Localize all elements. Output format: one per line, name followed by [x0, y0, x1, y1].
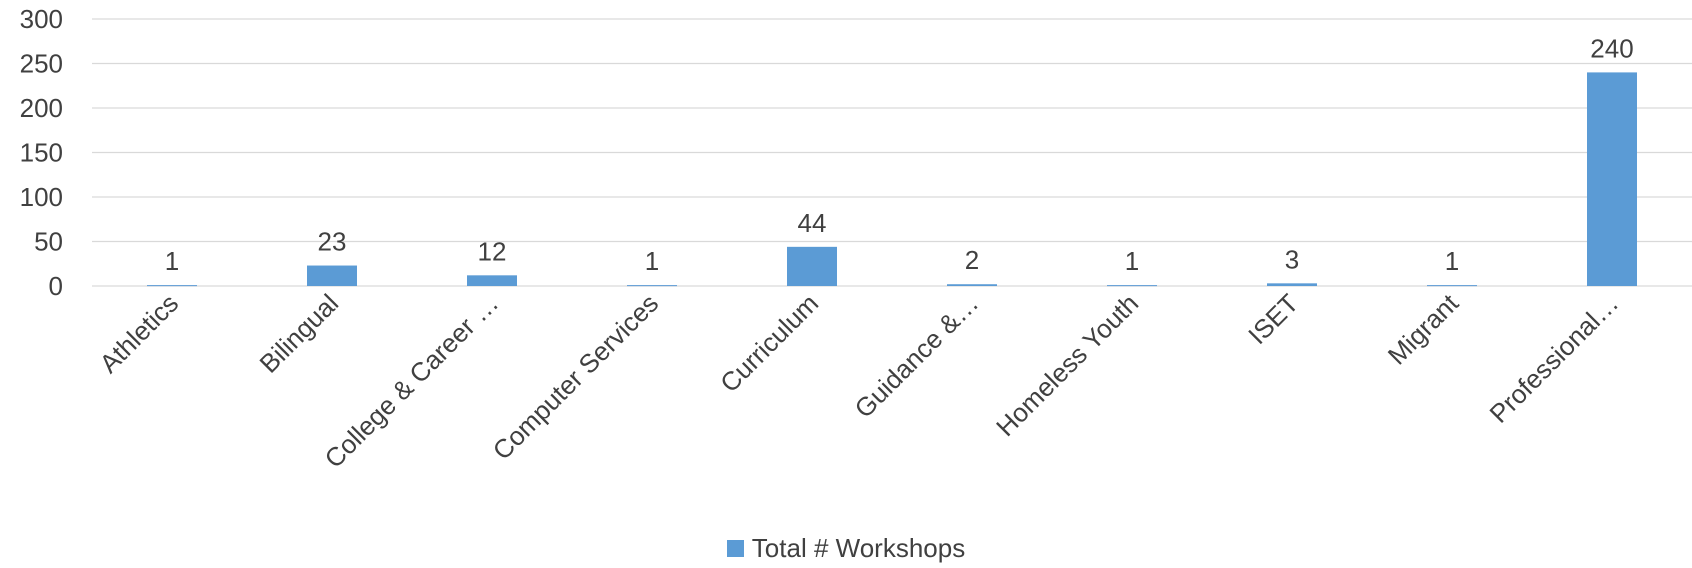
category-label: ISET [1242, 288, 1304, 350]
data-label: 1 [1445, 246, 1459, 276]
bar [1107, 285, 1157, 287]
bar [1427, 285, 1477, 287]
category-label: Migrant [1382, 287, 1465, 370]
bar [307, 265, 357, 286]
y-tick-label: 150 [20, 138, 63, 168]
y-tick-label: 100 [20, 182, 63, 212]
bar [1267, 283, 1317, 286]
data-label: 1 [645, 246, 659, 276]
bar [467, 275, 517, 286]
category-label: Bilingual [254, 288, 345, 379]
y-tick-label: 0 [49, 271, 63, 301]
legend-label: Total # Workshops [751, 532, 966, 563]
category-label: Professional… [1483, 288, 1624, 429]
data-label: 240 [1590, 33, 1633, 63]
bar [627, 285, 677, 287]
data-label: 12 [478, 236, 507, 266]
data-label: 44 [798, 208, 827, 238]
bar [147, 285, 197, 287]
category-label: Curriculum [714, 288, 824, 398]
data-label: 1 [165, 246, 179, 276]
bar [787, 246, 837, 286]
y-tick-label: 250 [20, 49, 63, 79]
data-label: 1 [1125, 246, 1139, 276]
y-tick-label: 200 [20, 93, 63, 123]
category-label: Guidance &… [849, 288, 985, 424]
category-label: Athletics [94, 288, 185, 379]
bar [947, 284, 997, 286]
category-label: College & Career … [319, 288, 505, 474]
y-tick-label: 300 [20, 4, 63, 34]
data-label: 3 [1285, 244, 1299, 274]
bar [1587, 72, 1637, 287]
category-label: Computer Services [487, 288, 665, 466]
y-tick-label: 50 [34, 227, 63, 257]
data-label: 2 [965, 245, 979, 275]
legend: Total # Workshops [0, 530, 1692, 566]
category-label: Homeless Youth [990, 288, 1144, 442]
legend-swatch [726, 539, 744, 557]
data-label: 23 [318, 227, 347, 257]
